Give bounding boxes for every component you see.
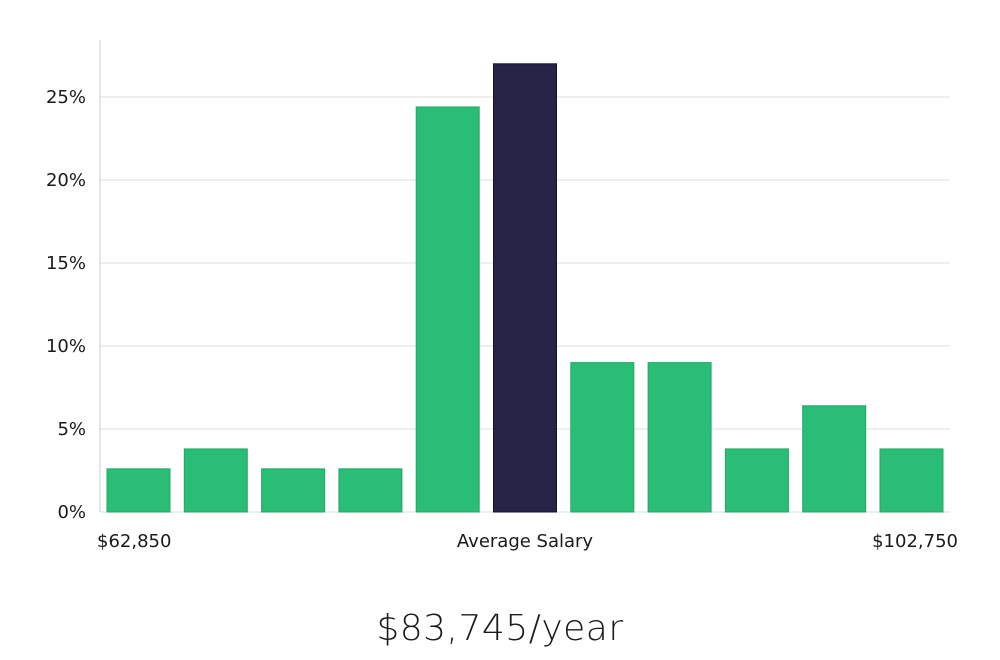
y-tick-label: 15% (46, 253, 86, 274)
bar (261, 468, 326, 513)
bar-average-salary (493, 63, 557, 513)
bar (183, 448, 248, 513)
bar (879, 448, 944, 513)
y-tick-labels: 0% 5% 10% 15% 20% 25% (46, 87, 86, 523)
x-label-average: Average Salary (457, 531, 594, 552)
bar (570, 362, 635, 513)
y-tick-label: 5% (57, 419, 86, 440)
bar (802, 405, 867, 513)
x-label-min: $62,850 (97, 531, 171, 552)
average-salary-value: $83,745/year (376, 608, 624, 649)
y-tick-label: 20% (46, 170, 86, 191)
bar (106, 468, 171, 513)
bar (724, 448, 789, 513)
bar (415, 106, 480, 513)
y-tick-label: 0% (57, 502, 86, 523)
bar (647, 362, 712, 513)
y-tick-label: 10% (46, 336, 86, 357)
x-label-max: $102,750 (872, 531, 958, 552)
y-tick-label: 25% (46, 87, 86, 108)
bars (106, 63, 944, 513)
bar (338, 468, 403, 513)
x-labels: $62,850 Average Salary $102,750 (97, 531, 958, 552)
